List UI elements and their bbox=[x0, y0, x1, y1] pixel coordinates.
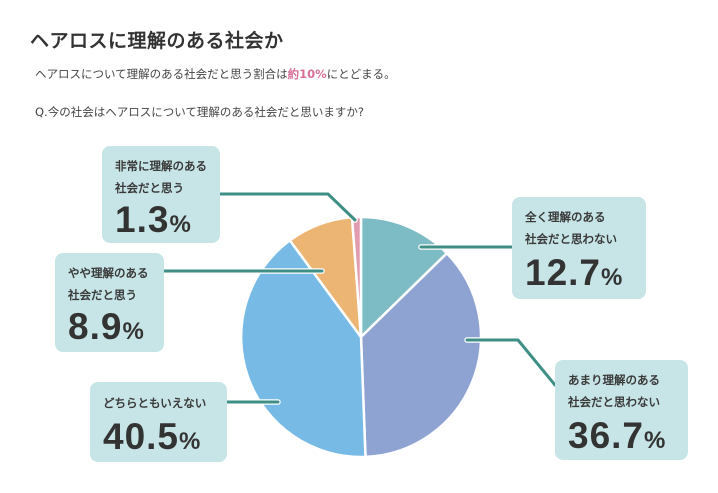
label-value: 8.9% bbox=[68, 306, 145, 347]
subtitle-highlight: 約10% bbox=[287, 67, 327, 81]
leader-line-somewhat-not bbox=[465, 338, 557, 387]
leader-line-strongly-yes bbox=[218, 192, 357, 222]
label-line2: 社会だと思わない bbox=[525, 232, 617, 246]
label-box-somewhat-not: あまり理解のある 社会だと思わない 36.7% bbox=[555, 360, 688, 460]
slice-somewhat-not bbox=[359, 251, 483, 459]
survey-question: Q.今の社会はヘアロスについて理解のある社会だと思いますか? bbox=[35, 105, 364, 119]
label-line1: どちらともいえない bbox=[103, 396, 207, 410]
label-line1: 非常に理解のある bbox=[115, 159, 207, 173]
subtitle-suffix: にとどまる。 bbox=[326, 67, 396, 81]
label-line2: 社会だと思わない bbox=[568, 395, 660, 409]
pie-slices bbox=[239, 215, 483, 459]
label-value: 12.7% bbox=[525, 252, 624, 293]
label-box-neutral: どちらともいえない 40.5% bbox=[90, 382, 227, 462]
label-value: 40.5% bbox=[103, 416, 202, 457]
subtitle: ヘアロスについて理解のある社会だと思う割合は約10%にとどまる。 bbox=[35, 66, 396, 82]
label-box-strongly-yes: 非常に理解のある 社会だと思う 1.3% bbox=[102, 146, 220, 243]
label-line1: あまり理解のある bbox=[568, 373, 660, 387]
label-line1: やや理解のある bbox=[68, 266, 149, 280]
label-value: 1.3% bbox=[115, 199, 192, 240]
label-box-somewhat-yes: やや理解のある 社会だと思う 8.9% bbox=[55, 253, 164, 352]
label-line2: 社会だと思う bbox=[68, 288, 137, 302]
label-box-strongly-not: 全く理解のある 社会だと思わない 12.7% bbox=[512, 197, 646, 299]
page-title: ヘアロスに理解のある社会か bbox=[30, 30, 284, 52]
leader-lines bbox=[161, 191, 558, 405]
subtitle-prefix: ヘアロスについて理解のある社会だと思う割合は bbox=[35, 67, 288, 81]
label-line2: 社会だと思う bbox=[115, 181, 184, 195]
label-line1: 全く理解のある bbox=[525, 210, 606, 224]
label-value: 36.7% bbox=[568, 415, 667, 456]
